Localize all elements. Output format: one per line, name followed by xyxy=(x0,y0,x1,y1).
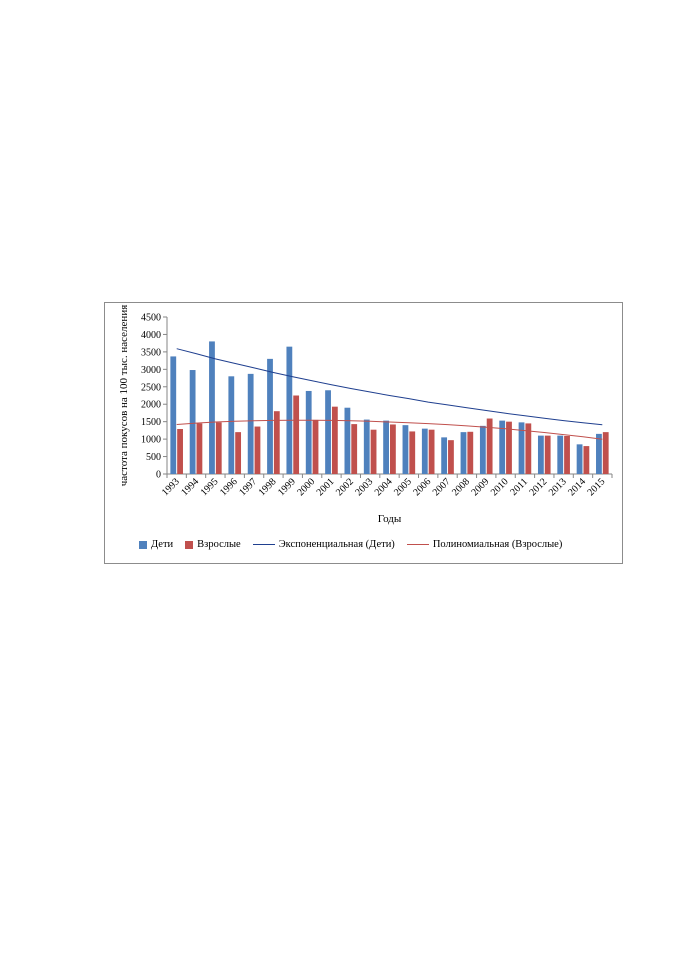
bar-adults-2014 xyxy=(583,446,590,474)
bar-children-2005 xyxy=(402,425,409,474)
bar-children-2013 xyxy=(557,435,564,474)
y-tick-label: 3000 xyxy=(141,365,161,376)
x-tick-label: 1999 xyxy=(276,476,298,498)
x-tick-label: 1996 xyxy=(218,476,240,498)
legend-item-children: Дети xyxy=(139,539,173,550)
bar-adults-2012 xyxy=(544,435,551,474)
bar-adults-2000 xyxy=(312,419,319,474)
bar-children-2011 xyxy=(518,422,525,474)
x-tick-label: 2008 xyxy=(450,476,472,498)
bar-chart: 0 500 1000 1500 2000 2500 3000 3500 4000 4500 1993… xyxy=(118,305,613,525)
x-tick-label: 2014 xyxy=(566,476,588,498)
legend-label-exp-trend: Экспоненциальная (Дети) xyxy=(278,539,395,550)
legend-label-children: Дети xyxy=(151,539,174,550)
x-tick-label: 2012 xyxy=(527,476,549,498)
bar-children-2004 xyxy=(383,420,389,474)
x-tick-label: 2005 xyxy=(392,476,414,498)
bar-children-1999 xyxy=(286,346,293,474)
legend-swatch-exp-trend xyxy=(252,544,275,545)
x-tick-label: 2011 xyxy=(508,476,530,498)
bar-adults-1997 xyxy=(254,426,261,474)
bar-adults-2002 xyxy=(351,424,358,474)
y-tick-label: 4000 xyxy=(141,330,161,341)
y-tick-label: 2000 xyxy=(141,400,161,411)
x-tick-label: 2003 xyxy=(353,476,375,498)
x-tick-label: 1994 xyxy=(179,476,201,498)
legend-swatch-poly-trend xyxy=(406,544,429,545)
bar-adults-1993 xyxy=(177,428,183,474)
y-tick-label: 3500 xyxy=(141,347,161,358)
bar-adults-1998 xyxy=(273,411,280,474)
bar-adults-2006 xyxy=(428,429,435,474)
bar-children-1995 xyxy=(209,341,215,474)
y-axis-title: частота покусов на 100 тыс. населения xyxy=(118,305,130,487)
bar-children-2002 xyxy=(344,407,351,474)
x-tick-label: 2009 xyxy=(469,476,491,498)
bar-adults-2013 xyxy=(564,435,570,474)
y-tick-label: 1000 xyxy=(141,435,161,446)
x-tick-label: 2015 xyxy=(586,476,608,498)
x-tick-label: 1993 xyxy=(160,476,182,498)
bar-children-2010 xyxy=(499,420,506,474)
bar-children-2009 xyxy=(479,425,486,474)
x-tick-label: 2007 xyxy=(431,476,453,498)
bar-adults-2009 xyxy=(486,418,493,474)
bar-children-2008 xyxy=(460,432,467,474)
x-tick-label: 1995 xyxy=(199,476,221,498)
x-tick-label: 2013 xyxy=(547,476,569,498)
bar-adults-1994 xyxy=(196,423,203,474)
bar-children-1994 xyxy=(189,370,196,474)
x-tick-label: 1998 xyxy=(257,476,279,498)
bar-adults-2015 xyxy=(602,432,609,474)
y-tick-label: 4500 xyxy=(141,313,161,324)
legend-label-poly-trend: Полиномиальная (Взрослые) xyxy=(432,539,563,550)
legend-swatch-adults xyxy=(185,540,194,549)
legend-item-poly-trend: Полиномиальная (Взрослые) xyxy=(406,539,563,550)
bar-children-2012 xyxy=(537,435,544,474)
legend-label-adults: Взрослые xyxy=(197,539,241,550)
bar-adults-2010 xyxy=(506,421,512,474)
x-tick-label: 2010 xyxy=(489,476,511,498)
bar-adults-2004 xyxy=(390,424,396,474)
bar-children-1998 xyxy=(267,358,273,474)
x-tick-label: 2004 xyxy=(373,476,395,498)
bar-adults-1996 xyxy=(235,432,242,474)
legend: Дети Взрослые Экспоненциальная (Дети) По… xyxy=(139,539,562,550)
y-tick-label: 1500 xyxy=(141,417,161,428)
trendline-polynomial-adults xyxy=(176,419,603,440)
bar-adults-2011 xyxy=(525,423,532,474)
y-tick-label: 0 xyxy=(156,470,161,481)
bar-children-2014 xyxy=(576,444,583,474)
x-tick-label: 2001 xyxy=(315,476,337,498)
bar-children-2006 xyxy=(421,428,428,474)
trendline-exponential-children xyxy=(176,348,603,426)
bar-children-2000 xyxy=(305,390,312,474)
x-tick-label: 2000 xyxy=(295,476,317,498)
bar-adults-1999 xyxy=(293,395,300,474)
bar-children-2001 xyxy=(325,390,331,474)
bar-adults-2001 xyxy=(331,406,338,474)
y-tick-label: 2500 xyxy=(141,382,161,393)
x-axis-title: Годы xyxy=(378,513,402,525)
legend-item-exp-trend: Экспоненциальная (Дети) xyxy=(252,539,395,550)
chart-frame: 0 500 1000 1500 2000 2500 3000 3500 4000 4500 1993… xyxy=(104,302,623,564)
bar-children-2007 xyxy=(441,437,448,474)
bar-adults-2007 xyxy=(448,440,454,474)
legend-swatch-children xyxy=(139,540,147,549)
x-tick-label: 2002 xyxy=(334,476,356,498)
bar-adults-1995 xyxy=(215,422,222,474)
y-tick-label: 500 xyxy=(146,452,161,463)
legend-item-adults: Взрослые xyxy=(185,539,241,550)
bar-children-1997 xyxy=(247,373,254,474)
x-tick-label: 2006 xyxy=(411,476,433,498)
bar-adults-2003 xyxy=(370,429,377,474)
bar-adults-2005 xyxy=(409,431,416,474)
bar-children-1993 xyxy=(170,356,177,474)
bar-adults-2008 xyxy=(467,431,474,474)
bar-children-1996 xyxy=(228,376,235,474)
bar-children-2015 xyxy=(596,433,602,474)
x-tick-label: 1997 xyxy=(237,476,259,498)
bar-children-2003 xyxy=(363,419,370,474)
